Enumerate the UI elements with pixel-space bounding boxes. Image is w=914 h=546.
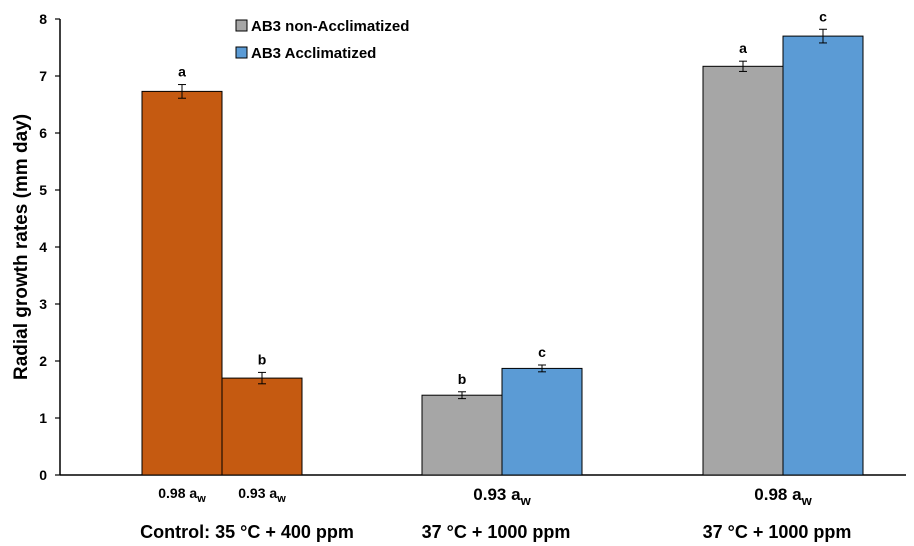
significance-label: a xyxy=(178,64,186,80)
group-sub-label: 0.93 aw xyxy=(473,485,531,508)
significance-label: c xyxy=(538,344,546,360)
legend-label: AB3 non-Acclimatized xyxy=(251,18,409,35)
y-tick-label: 2 xyxy=(39,353,47,369)
y-tick-label: 4 xyxy=(39,239,47,255)
y-tick-label: 6 xyxy=(39,125,47,141)
y-ticks: 0 1 2 3 4 5 6 7 8 xyxy=(39,11,60,483)
group-label: 37 °C + 1000 ppm xyxy=(422,522,571,542)
bar xyxy=(782,35,864,476)
legend-label: AB3 Acclimatized xyxy=(251,45,376,62)
y-axis-label: Radial growth rates (mm day) xyxy=(11,114,32,380)
bar-sub-label: 0.93 aw xyxy=(238,485,286,505)
bar xyxy=(501,367,583,476)
bars: a b b c a c xyxy=(141,8,864,476)
significance-label: c xyxy=(819,8,827,24)
bar xyxy=(421,394,503,476)
bar-sub-label: 0.98 aw xyxy=(158,485,206,505)
group-label: Control: 35 °C + 400 ppm xyxy=(140,522,354,542)
group-sub-label: 0.98 aw xyxy=(754,485,812,508)
bar xyxy=(702,65,784,476)
significance-label: b xyxy=(458,371,467,387)
y-tick-label: 7 xyxy=(39,68,47,84)
y-tick-label: 1 xyxy=(39,410,47,426)
y-tick-label: 5 xyxy=(39,182,47,198)
significance-label: a xyxy=(739,40,747,56)
legend-swatch xyxy=(235,19,248,32)
legend: AB3 non-Acclimatized AB3 Acclimatized xyxy=(235,18,409,62)
significance-label: b xyxy=(258,351,267,367)
bar xyxy=(221,377,303,476)
y-tick-label: 8 xyxy=(39,11,47,27)
group-label: 37 °C + 1000 ppm xyxy=(703,522,852,542)
y-tick-label: 3 xyxy=(39,296,47,312)
legend-swatch xyxy=(235,46,248,59)
x-labels: 0.98 aw 0.93 aw Control: 35 °C + 400 ppm 0.… xyxy=(140,485,851,542)
bar xyxy=(141,90,223,476)
y-tick-label: 0 xyxy=(39,467,47,483)
